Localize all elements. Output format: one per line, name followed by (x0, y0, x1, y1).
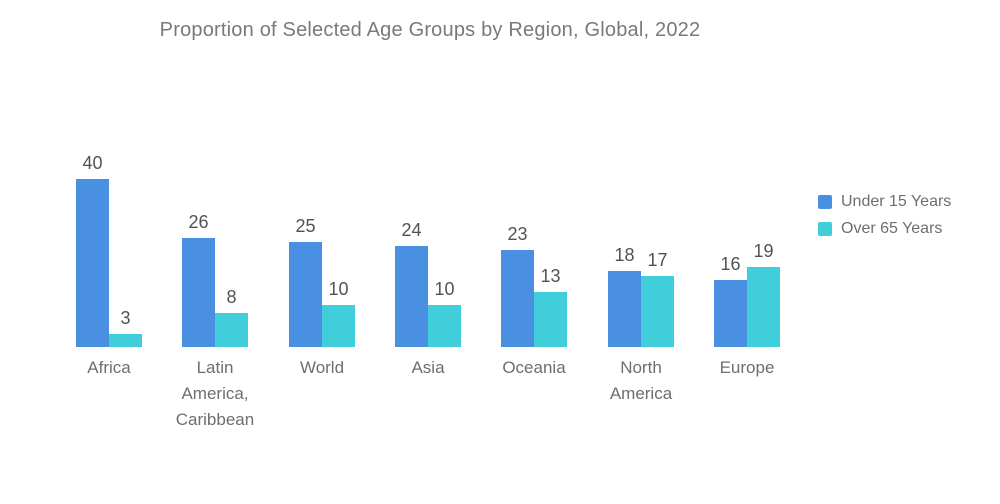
bar-group-oceania: 23 13 Oceania (501, 0, 567, 377)
category-label-oceania: Oceania (502, 358, 566, 377)
bar-value-label: 10 (434, 279, 455, 299)
bar-over-65-years-oceania (534, 292, 567, 347)
bar-under-15-years-world (289, 242, 322, 347)
bar-under-15-years-latin-america-caribbean (182, 238, 215, 347)
bar-over-65-years-europe (747, 267, 780, 347)
bar-value-label: 17 (647, 250, 668, 270)
bar-group-latin-america-caribbean: 26 8 Latin America, Caribbean (176, 0, 254, 429)
category-label-asia: Asia (411, 358, 445, 377)
legend: Under 15 Years Over 65 Years (818, 193, 951, 247)
category-label-world: World (299, 358, 345, 377)
legend-label-over-65-years: Over 65 Years (841, 220, 943, 237)
bar-value-label: 25 (295, 216, 316, 236)
bar-value-label: 23 (507, 224, 528, 244)
bar-under-15-years-north-america (608, 271, 641, 347)
bar-group-world: 25 10 World (289, 0, 355, 377)
bar-value-label: 10 (328, 279, 349, 299)
bar-value-label: 16 (720, 254, 741, 274)
bar-value-label: 13 (540, 266, 561, 286)
bar-over-65-years-asia (428, 305, 461, 347)
bar-under-15-years-africa (76, 179, 109, 347)
bar-value-label: 24 (401, 220, 422, 240)
category-label-europe: Europe (719, 358, 775, 377)
bar-value-label: 40 (82, 153, 103, 173)
bar-under-15-years-asia (395, 246, 428, 347)
bar-over-65-years-latin-america-caribbean (215, 313, 248, 347)
bar-over-65-years-north-america (641, 276, 674, 347)
category-label-north-america: North America (609, 358, 673, 403)
legend-swatch-under-15-years (818, 195, 832, 209)
bar-value-label: 3 (120, 308, 131, 328)
chart-title: Proportion of Selected Age Groups by Reg… (159, 19, 701, 41)
bar-value-label: 8 (226, 287, 237, 307)
bar-group-africa: 40 3 Africa (76, 0, 142, 377)
bar-over-65-years-africa (109, 334, 142, 347)
legend-item-over-65-years: Over 65 Years (818, 220, 951, 238)
category-label-latin-america-caribbean: Latin America, Caribbean (175, 358, 255, 429)
legend-item-under-15-years: Under 15 Years (818, 193, 951, 211)
bar-group-asia: 24 10 Asia (395, 0, 461, 377)
bar-over-65-years-world (322, 305, 355, 347)
bar-group-north-america: 18 17 North America (608, 0, 674, 403)
bar-value-label: 18 (614, 245, 635, 265)
legend-label-under-15-years: Under 15 Years (841, 193, 952, 210)
category-label-africa: Africa (87, 358, 131, 377)
bar-group-europe: 16 19 Europe (714, 0, 780, 377)
bar-under-15-years-oceania (501, 250, 534, 347)
bar-value-label: 19 (753, 241, 774, 261)
bar-value-label: 26 (188, 212, 209, 232)
bar-under-15-years-europe (714, 280, 747, 347)
legend-swatch-over-65-years (818, 222, 832, 236)
